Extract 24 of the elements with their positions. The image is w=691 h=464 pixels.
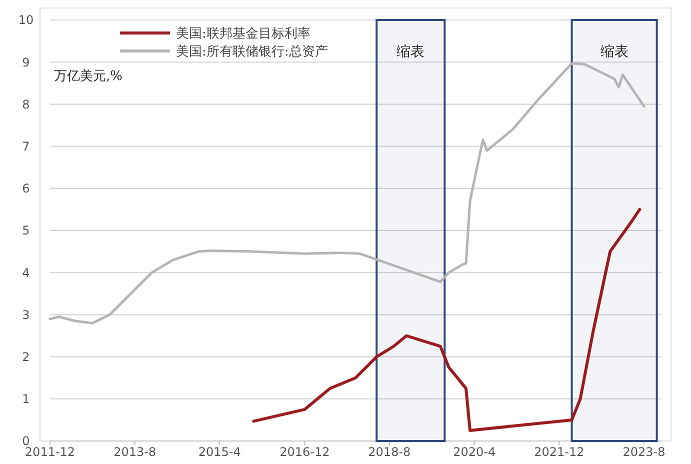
band-label: 缩表	[600, 44, 628, 60]
x-tick-label: 2023-8	[622, 445, 666, 459]
x-tick-label: 2015-4	[198, 445, 241, 459]
y-tick-label: 3	[22, 308, 30, 322]
y-tick-label: 5	[22, 224, 30, 238]
x-tick-label: 2013-8	[114, 445, 156, 459]
x-tick-label: 2021-12	[534, 445, 584, 459]
line-series	[48, 62, 646, 324]
line-series	[252, 208, 642, 432]
y-tick-label: 6	[22, 182, 30, 196]
y-tick-label: 8	[22, 97, 30, 112]
y-axis-title: 万亿美元,%	[54, 68, 122, 84]
y-tick-label: 10	[18, 13, 34, 28]
x-tick-label: 2016-12	[280, 445, 330, 459]
y-tick-label: 2	[22, 350, 30, 364]
y-tick-label: 7	[22, 140, 30, 154]
x-tick-label: 2020-4	[453, 445, 496, 459]
band-label: 缩表	[396, 44, 425, 60]
y-tick-label: 1	[22, 392, 30, 406]
legend-label: 美国:所有联储银行:总资产	[176, 44, 328, 60]
x-tick-label: 2018-8	[368, 445, 411, 459]
y-tick-label: 4	[22, 266, 30, 280]
legend-label: 美国:联邦基金目标利率	[176, 26, 310, 42]
y-tick-label: 9	[22, 55, 30, 70]
